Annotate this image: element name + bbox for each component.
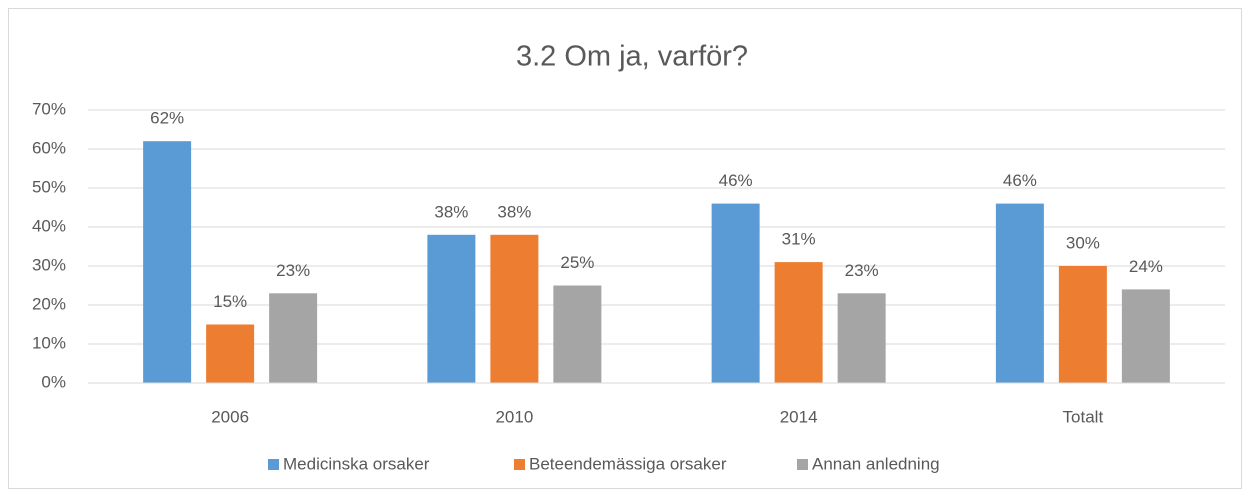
data-label: 25% — [560, 253, 594, 272]
bar — [490, 234, 539, 383]
legend-label: Annan anledning — [812, 454, 940, 473]
data-label: 23% — [845, 261, 879, 280]
y-tick-label: 20% — [32, 294, 66, 313]
data-label: 23% — [276, 261, 310, 280]
bar — [206, 324, 255, 383]
bar — [553, 285, 602, 383]
bar — [143, 141, 192, 383]
chart-border — [8, 8, 1242, 489]
data-label: 15% — [213, 292, 247, 311]
y-tick-label: 70% — [32, 99, 66, 118]
bar — [1121, 289, 1170, 383]
bar — [269, 293, 318, 383]
bar — [837, 293, 886, 383]
data-label: 46% — [719, 171, 753, 190]
data-label: 46% — [1003, 171, 1037, 190]
data-label: 24% — [1129, 257, 1163, 276]
x-tick-label: Totalt — [1063, 407, 1104, 426]
bar — [427, 234, 476, 383]
data-label: 30% — [1066, 233, 1100, 252]
x-tick-label: 2014 — [780, 407, 818, 426]
data-label: 62% — [150, 109, 184, 128]
x-tick-label: 2010 — [495, 407, 533, 426]
legend-label: Beteendemässiga orsaker — [529, 454, 727, 473]
data-label: 38% — [497, 202, 531, 221]
y-tick-label: 10% — [32, 333, 66, 352]
chart-title: 3.2 Om ja, varför? — [516, 41, 748, 73]
x-tick-label: 2006 — [211, 407, 249, 426]
bar — [711, 203, 760, 383]
y-tick-label: 0% — [41, 372, 66, 391]
legend-swatch — [268, 459, 279, 470]
data-label: 31% — [782, 230, 816, 249]
y-tick-label: 60% — [32, 138, 66, 157]
legend-swatch — [797, 459, 808, 470]
data-label: 38% — [434, 202, 468, 221]
bar — [1058, 266, 1107, 383]
legend-swatch — [514, 459, 525, 470]
y-tick-label: 40% — [32, 216, 66, 235]
legend-label: Medicinska orsaker — [283, 454, 430, 473]
bar — [774, 262, 823, 383]
y-tick-label: 30% — [32, 255, 66, 274]
bar — [995, 203, 1044, 383]
y-tick-label: 50% — [32, 177, 66, 196]
